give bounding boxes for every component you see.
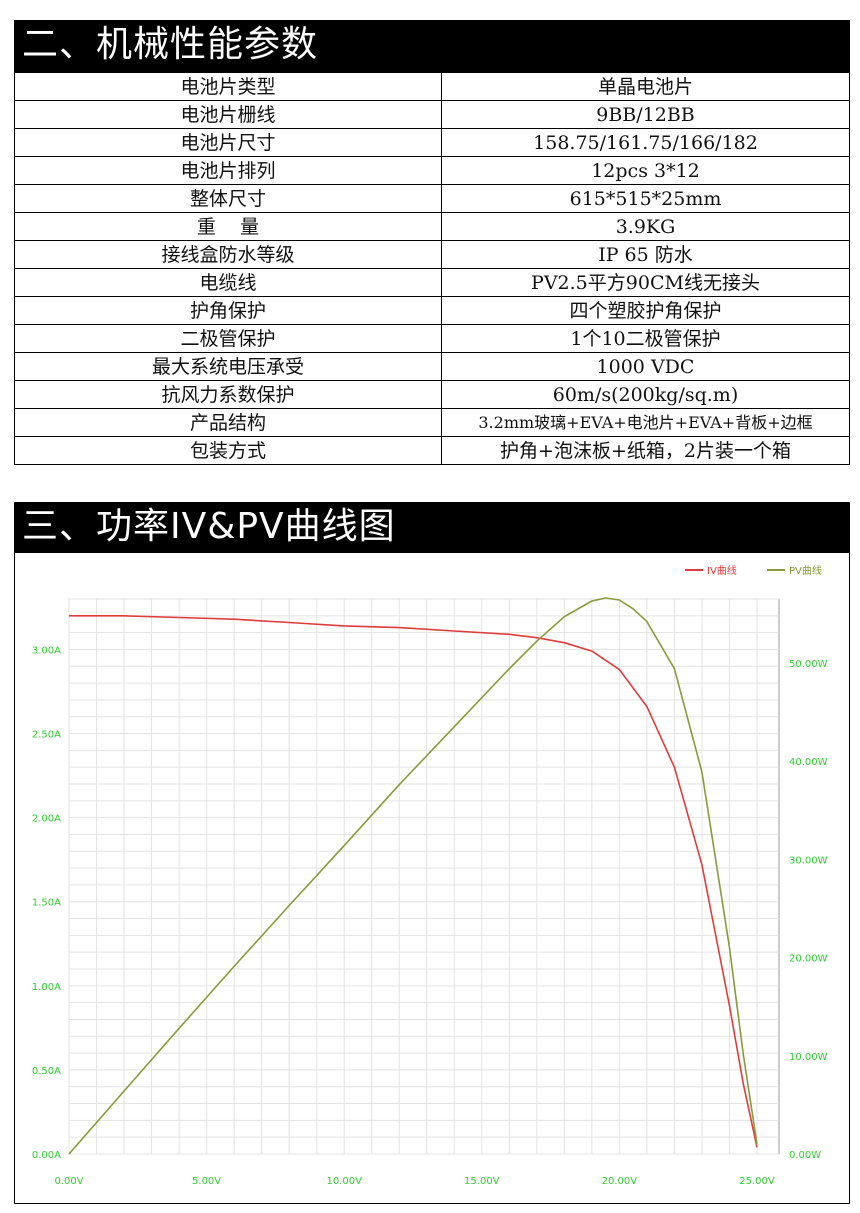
spec-value: IP 65 防水 <box>441 240 850 269</box>
spec-row: 电缆线 PV2.5平方90CM线无接头 <box>14 268 850 297</box>
spec-value: 3.2mm玻璃+EVA+电池片+EVA+背板+边框 <box>441 408 850 437</box>
x-tick-label: 10.00V <box>326 1176 362 1187</box>
spec-value: 单晶电池片 <box>441 72 850 101</box>
plot-area <box>68 598 780 1155</box>
spec-row: 产品结构 3.2mm玻璃+EVA+电池片+EVA+背板+边框 <box>14 408 850 437</box>
y-left-tick-label: 0.50A <box>32 1066 61 1077</box>
x-tick-label: 20.00V <box>602 1176 638 1187</box>
spec-label: 接线盒防水等级 <box>14 240 442 269</box>
spec-value: 12pcs 3*12 <box>441 156 850 185</box>
spec-label: 抗风力系数保护 <box>14 380 442 409</box>
spec-row: 整体尺寸 615*515*25mm <box>14 184 850 213</box>
y-right-tick-label: 50.00W <box>789 659 828 670</box>
spec-value: 60m/s(200kg/sq.m) <box>441 380 850 409</box>
y-right-tick-label: 10.00W <box>789 1052 828 1063</box>
spec-value: 1000 VDC <box>441 352 850 381</box>
legend-label: PV曲线 <box>789 564 822 577</box>
y-right-tick-label: 20.00W <box>789 954 828 965</box>
spec-label: 护角保护 <box>14 296 442 325</box>
iv-pv-chart: 0.00V 5.00V 10.00V 15.00V 20.00V 25.00V 0.00A 0… <box>14 552 850 1204</box>
x-tick-label: 15.00V <box>464 1176 500 1187</box>
iv-pv-chart-svg: 0.00V 5.00V 10.00V 15.00V 20.00V 25.00V 0.00A 0… <box>32 564 828 1187</box>
section-mechanical-title: 二、机械性能参数 <box>14 20 850 72</box>
spec-value: 615*515*25mm <box>441 184 850 213</box>
spec-label: 重 量 <box>14 212 442 241</box>
y-right-tick-label: 0.00W <box>789 1150 821 1161</box>
spec-row: 重 量 3.9KG <box>14 212 850 241</box>
spec-label: 电池片栅线 <box>14 100 442 129</box>
spec-value: 158.75/161.75/166/182 <box>441 128 850 157</box>
spec-label: 产品结构 <box>14 408 442 437</box>
x-tick-label: 5.00V <box>192 1176 221 1187</box>
spec-value: 护角+泡沫板+纸箱，2片装一个箱 <box>441 436 850 465</box>
spec-value: 3.9KG <box>441 212 850 241</box>
spec-label: 整体尺寸 <box>14 184 442 213</box>
x-tick-label: 25.00V <box>739 1176 775 1187</box>
spec-label: 电缆线 <box>14 268 442 297</box>
spec-row: 电池片类型 单晶电池片 <box>14 72 850 101</box>
spec-row: 最大系统电压承受 1000 VDC <box>14 352 850 381</box>
spec-value: 1个10二极管保护 <box>441 324 850 353</box>
y-right-tick-label: 30.00W <box>789 855 828 866</box>
spec-row: 抗风力系数保护 60m/s(200kg/sq.m) <box>14 380 850 409</box>
spec-row: 电池片排列 12pcs 3*12 <box>14 156 850 185</box>
section-curve-title: 三、功率IV&PV曲线图 <box>14 502 850 552</box>
spec-row: 包装方式 护角+泡沫板+纸箱，2片装一个箱 <box>14 436 850 465</box>
legend-label: IV曲线 <box>707 564 737 577</box>
y-left-tick-label: 2.50A <box>32 730 61 741</box>
spec-row: 护角保护 四个塑胶护角保护 <box>14 296 850 325</box>
pv-curve-line <box>68 597 758 1155</box>
y-right-tick-label: 40.00W <box>789 757 828 768</box>
spec-row: 电池片栅线 9BB/12BB <box>14 100 850 129</box>
y-left-tick-label: 0.00A <box>32 1150 61 1161</box>
spec-label: 二极管保护 <box>14 324 442 353</box>
spec-row: 接线盒防水等级 IP 65 防水 <box>14 240 850 269</box>
y-left-tick-label: 1.00A <box>32 982 61 993</box>
mechanical-spec-table: 电池片类型 单晶电池片 电池片栅线 9BB/12BB 电池片尺寸 158.75/161.7… <box>14 72 850 465</box>
y-left-tick-label: 3.00A <box>32 645 61 656</box>
spec-label: 电池片排列 <box>14 156 442 185</box>
y-left-tick-label: 1.50A <box>32 898 61 909</box>
spec-label: 电池片类型 <box>14 72 442 101</box>
spec-label: 最大系统电压承受 <box>14 352 442 381</box>
spec-value: 9BB/12BB <box>441 100 850 129</box>
spec-value: 四个塑胶护角保护 <box>441 296 850 325</box>
spec-row: 电池片尺寸 158.75/161.75/166/182 <box>14 128 850 157</box>
spec-label: 电池片尺寸 <box>14 128 442 157</box>
spec-label: 包装方式 <box>14 436 442 465</box>
y-left-tick-label: 2.00A <box>32 814 61 825</box>
spec-row: 二极管保护 1个10二极管保护 <box>14 324 850 353</box>
spec-value: PV2.5平方90CM线无接头 <box>441 268 850 297</box>
iv-curve-line <box>69 614 758 1148</box>
x-tick-label: 0.00V <box>54 1176 83 1187</box>
